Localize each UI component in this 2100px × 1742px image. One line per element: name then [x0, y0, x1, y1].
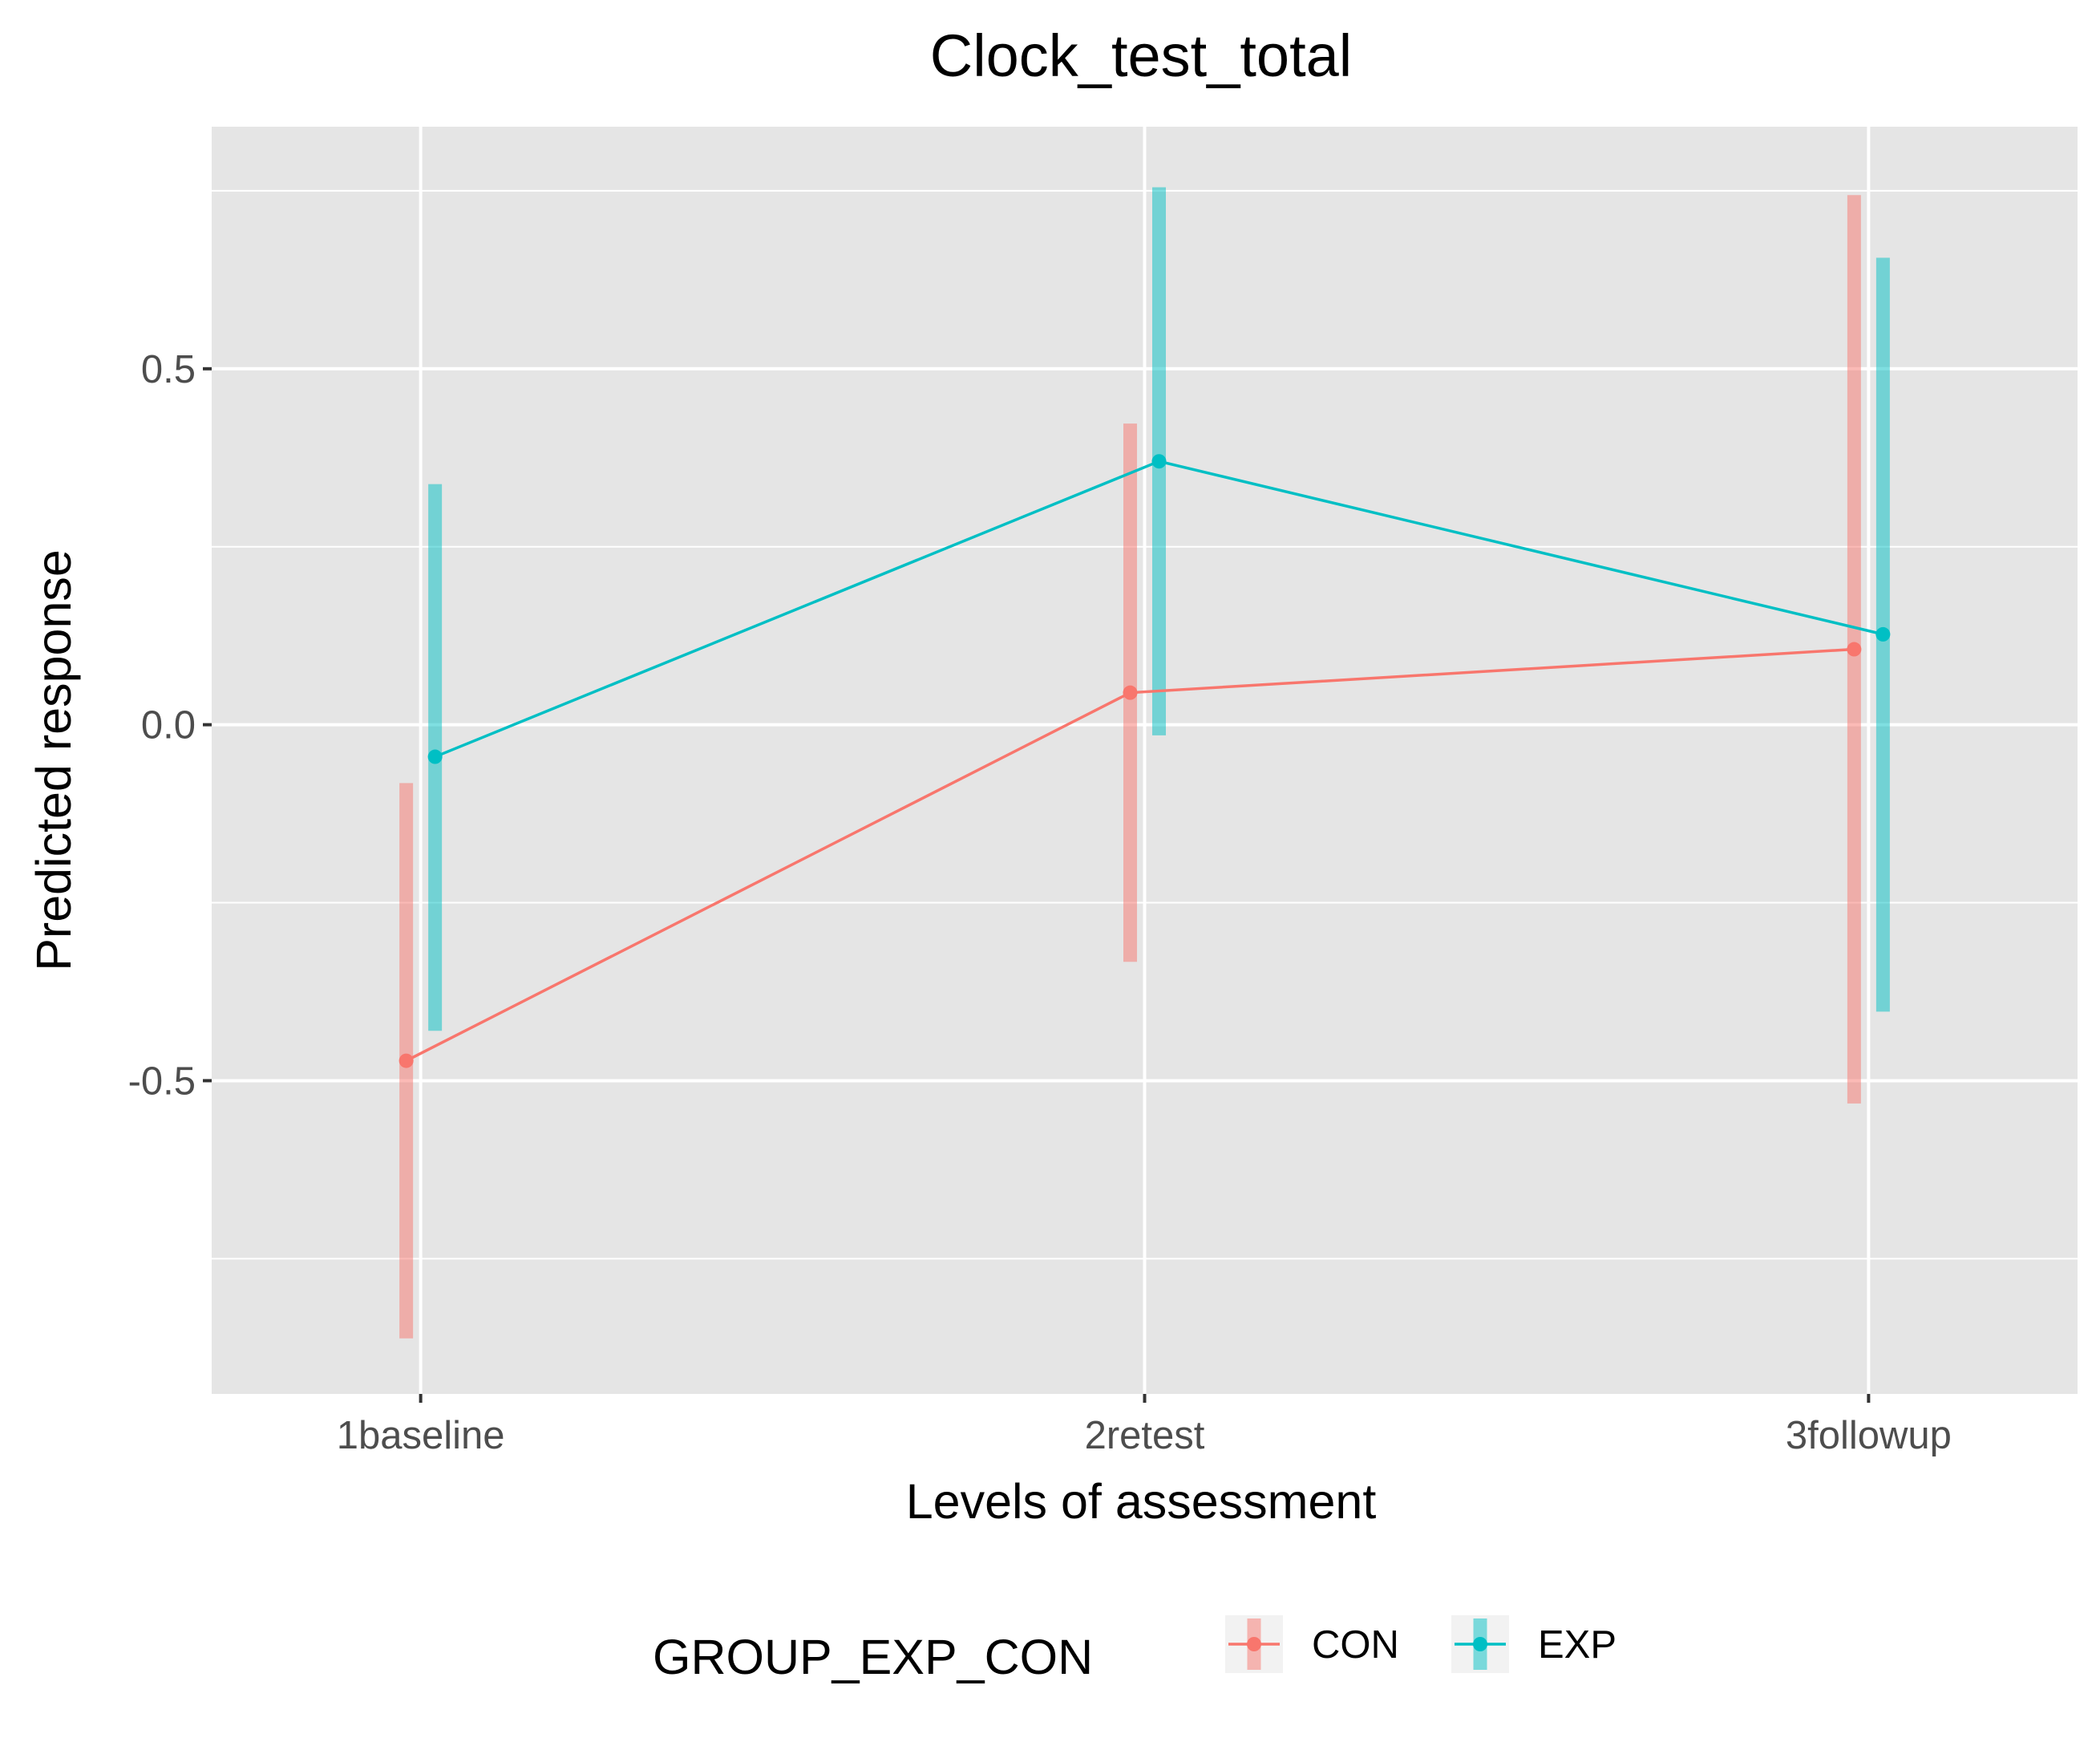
data-point-con [1123, 685, 1138, 700]
legend: GROUP_EXP_CON CON EXP [653, 1615, 1616, 1684]
data-point-exp [1875, 626, 1891, 642]
data-point-exp [1151, 454, 1167, 469]
y-tick-label: 0.0 [141, 704, 196, 747]
x-tick-label: 1baseline [337, 1414, 505, 1457]
legend-label-exp: EXP [1538, 1623, 1616, 1667]
y-axis-title: Predicted response [26, 549, 81, 971]
legend-key-point [1247, 1637, 1261, 1651]
data-point-exp [427, 749, 443, 764]
data-point-con [399, 1053, 414, 1068]
data-point-con [1847, 642, 1862, 657]
legend-key-point [1473, 1637, 1487, 1651]
y-tick-label: 0.5 [141, 348, 196, 391]
x-axis-title: Levels of assessment [906, 1474, 1377, 1529]
x-axis: 1baseline 2retest 3followup [337, 1394, 1952, 1457]
x-tick-label: 2retest [1085, 1414, 1205, 1457]
y-axis: -0.5 0.0 0.5 [128, 348, 212, 1103]
legend-title: GROUP_EXP_CON [653, 1630, 1093, 1684]
series-points [399, 454, 1891, 1068]
y-tick-label: -0.5 [128, 1059, 196, 1103]
grid-major [212, 127, 2078, 1394]
x-tick-label: 3followup [1786, 1414, 1952, 1457]
legend-label-con: CON [1312, 1623, 1399, 1667]
chart-title: Clock_test_total [930, 22, 1353, 89]
